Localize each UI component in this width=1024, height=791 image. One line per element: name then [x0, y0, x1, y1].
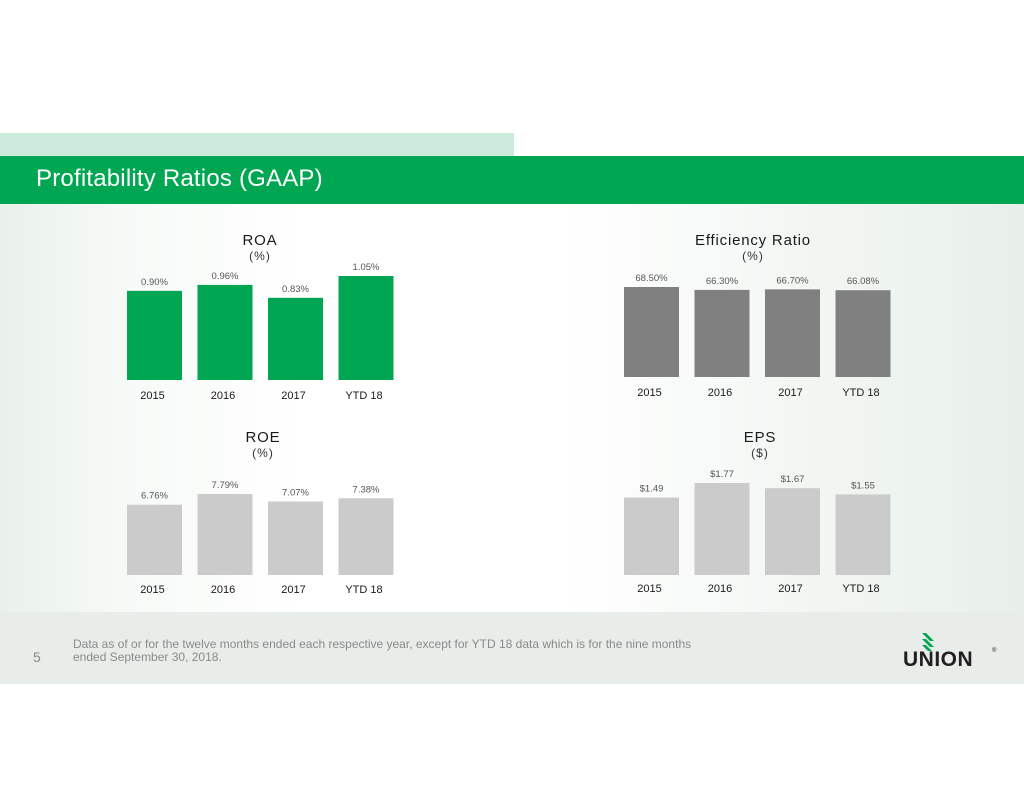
roe-chart-title: ROE	[245, 429, 281, 446]
efficiency-value-label-0: 68.50%	[635, 273, 668, 284]
roe-value-label-0: 6.76%	[141, 491, 168, 502]
efficiency-bar-1	[694, 289, 750, 377]
roa-chart-title: ROA	[242, 232, 278, 249]
eps-category-label-0: 2015	[637, 583, 661, 595]
logo-registered-mark: ®	[992, 647, 997, 654]
efficiency-category-label-1: 2016	[708, 387, 732, 399]
roa-category-label-0: 2015	[140, 390, 164, 402]
roe-category-label-0: 2015	[140, 584, 164, 596]
union-logo: UNION ®	[903, 633, 997, 670]
header-tab-strip	[0, 133, 514, 156]
roe-value-label-1: 7.79%	[212, 480, 239, 491]
roe-bar-2	[268, 501, 323, 575]
eps-bar-3	[835, 494, 891, 575]
efficiency-bar-3	[835, 290, 891, 377]
efficiency-category-label-3: YTD 18	[842, 387, 879, 399]
roe-bar-0	[127, 504, 182, 575]
eps-bar-1	[694, 483, 750, 575]
efficiency-chart-unit: (%)	[742, 249, 764, 263]
roe-category-label-2: 2017	[281, 584, 305, 596]
logo-stripes-icon	[922, 633, 934, 651]
roe-chart-unit: (%)	[252, 446, 274, 460]
roa-category-label-3: YTD 18	[345, 390, 382, 402]
footnote: Data as of or for the twelve months ende…	[73, 637, 692, 664]
efficiency-value-label-1: 66.30%	[706, 276, 739, 287]
roa-bar-3	[338, 276, 394, 380]
roa-category-label-2: 2017	[281, 390, 305, 402]
page-number: 5	[33, 649, 41, 665]
eps-value-label-0: $1.49	[640, 484, 664, 495]
efficiency-category-label-0: 2015	[637, 387, 661, 399]
roe-category-label-3: YTD 18	[345, 584, 382, 596]
efficiency-value-label-2: 66.70%	[776, 275, 809, 286]
eps-category-label-2: 2017	[778, 583, 802, 595]
eps-chart-title: EPS	[743, 429, 777, 446]
eps-value-label-1: $1.77	[710, 469, 734, 480]
efficiency-value-label-3: 66.08%	[847, 276, 880, 287]
roa-category-label-1: 2016	[211, 390, 235, 402]
logo-text: UNION	[903, 648, 973, 670]
roa-value-label-1: 0.96%	[212, 271, 239, 282]
slide-title: Profitability Ratios (GAAP)	[36, 165, 323, 192]
roe-value-label-3: 7.38%	[353, 484, 380, 495]
roe-value-label-2: 7.07%	[282, 487, 309, 498]
title-bar: Profitability Ratios (GAAP)	[0, 156, 1024, 204]
roa-chart-unit: (%)	[249, 249, 271, 263]
efficiency-bar-0	[624, 287, 679, 377]
eps-category-label-3: YTD 18	[842, 583, 879, 595]
eps-chart-unit: ($)	[751, 446, 769, 460]
efficiency-bar-2	[765, 289, 820, 377]
eps-bar-0	[624, 497, 679, 575]
roa-value-label-3: 1.05%	[353, 262, 380, 273]
roa-value-label-2: 0.83%	[282, 284, 309, 295]
eps-value-label-2: $1.67	[781, 474, 805, 485]
roa-value-label-0: 0.90%	[141, 277, 168, 288]
efficiency-category-label-2: 2017	[778, 387, 802, 399]
efficiency-chart-title: Efficiency Ratio	[695, 232, 811, 249]
eps-bar-2	[765, 488, 820, 575]
eps-category-label-1: 2016	[708, 583, 732, 595]
roa-bar-2	[268, 297, 323, 380]
roe-bar-3	[338, 498, 394, 575]
roa-bar-0	[127, 290, 182, 380]
roe-category-label-1: 2016	[211, 584, 235, 596]
eps-value-label-3: $1.55	[851, 480, 875, 491]
footer: 5 Data as of or for the twelve months en…	[0, 612, 1024, 684]
roa-bar-1	[197, 284, 253, 380]
roe-bar-1	[197, 494, 253, 575]
